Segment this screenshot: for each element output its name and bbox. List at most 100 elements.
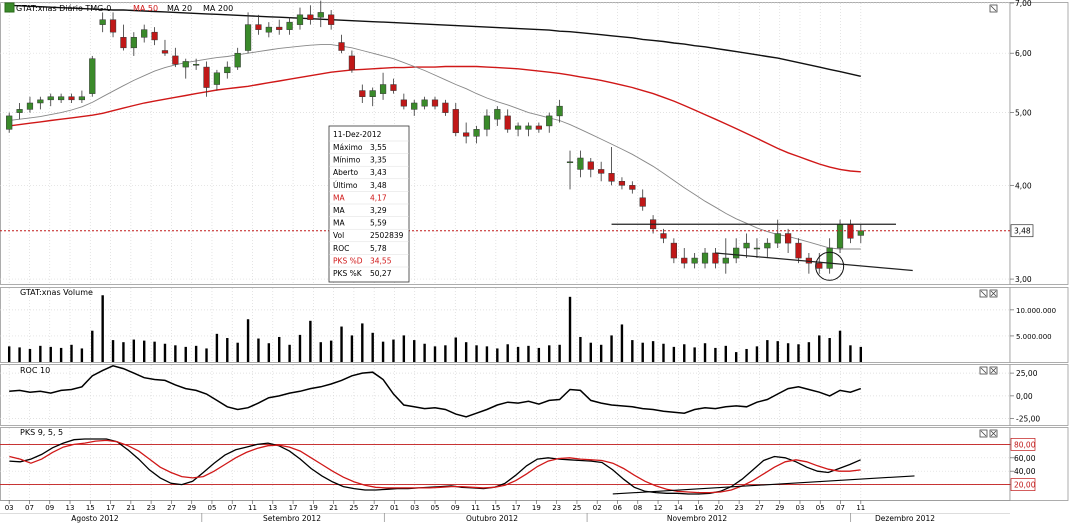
candle-body-up — [483, 115, 491, 130]
candle-body-up — [421, 99, 428, 107]
roc-panel — [9, 365, 862, 418]
candle — [193, 58, 200, 70]
candle-body-down — [203, 66, 210, 88]
candle — [265, 22, 272, 38]
candle-body-up — [514, 125, 522, 130]
candle — [795, 238, 802, 264]
x-tick-label: 29 — [187, 504, 196, 512]
pks-trendline[interactable] — [612, 475, 915, 495]
candle-body-down — [629, 185, 636, 190]
volume-bar — [7, 346, 11, 362]
x-tick-label: 27 — [755, 504, 764, 512]
volume-bar — [174, 345, 177, 362]
candle-body-down — [390, 84, 397, 91]
volume-bar — [724, 345, 727, 362]
candle-body-up — [141, 29, 148, 38]
x-tick-label: 13 — [66, 504, 75, 512]
volume-bar — [444, 345, 447, 362]
ma50-label[interactable]: MA 50 — [133, 4, 158, 13]
candle — [577, 150, 584, 178]
candle-body-up — [89, 58, 96, 94]
x-tick-label: 17 — [512, 504, 521, 512]
last-price-tag — [1010, 224, 1034, 238]
candle — [670, 238, 677, 264]
candle-body-down — [670, 242, 677, 259]
candle-body-up — [130, 37, 137, 49]
ma50-line — [9, 65, 861, 173]
x-tick-label: 13 — [268, 504, 277, 512]
volume-bar — [423, 343, 426, 362]
candle-body-up — [296, 14, 304, 25]
restore-icon[interactable] — [989, 4, 998, 13]
pks-d-line — [9, 439, 861, 494]
candle-body-up — [265, 26, 272, 33]
volume-bar — [236, 342, 239, 362]
candle — [224, 61, 231, 79]
candle-body-down — [172, 55, 179, 65]
annotation-circle[interactable] — [815, 251, 845, 281]
tooltip-row-label: Aberto — [333, 168, 359, 177]
candle-body-up — [764, 242, 771, 249]
candle-body-down — [255, 24, 262, 30]
price-tick-label: 3,00 — [1015, 275, 1032, 284]
tooltip-row-label: PKS %D — [333, 256, 363, 265]
candle-body-down — [681, 257, 688, 264]
support-line[interactable] — [715, 252, 913, 272]
candle — [431, 96, 439, 110]
symbol-label[interactable]: GTAT:xnas Diário TMG-0 — [16, 4, 111, 13]
candle — [348, 50, 356, 73]
x-tick-label: 11 — [471, 504, 480, 512]
volume-bar — [766, 340, 769, 362]
volume-bar — [579, 336, 582, 362]
candle-body-down — [608, 173, 615, 182]
candle-body-down — [161, 50, 169, 54]
candle-body-down — [338, 42, 345, 51]
month-label: Setembro 2012 — [263, 514, 321, 523]
candle-body-up — [286, 21, 293, 30]
candle — [681, 248, 688, 269]
candle — [172, 47, 179, 68]
ma200-label[interactable]: MA 200 — [203, 4, 233, 13]
volume-bar — [194, 345, 198, 362]
x-tick-label: 07 — [25, 504, 34, 512]
candle — [743, 233, 750, 259]
candle-body-down — [431, 99, 439, 107]
month-label: Outubro 2012 — [466, 514, 518, 523]
roc-title[interactable]: ROC 10 — [20, 366, 50, 375]
close-icon[interactable] — [989, 289, 998, 298]
candle-body-up — [182, 61, 189, 68]
volume-bar — [662, 343, 665, 362]
restore-icon[interactable] — [979, 366, 988, 375]
candle-body-down — [348, 55, 356, 71]
ma20-line — [9, 44, 861, 250]
volume-bar — [18, 347, 21, 362]
ma20-label[interactable]: MA 20 — [167, 4, 192, 13]
candle-body-up — [743, 242, 750, 249]
candle-body-down — [712, 252, 719, 264]
pks-band-tag — [1010, 478, 1036, 491]
price-tick-label: 7,00 — [1015, 0, 1032, 8]
candle-body-down — [847, 223, 854, 239]
volume-bar — [70, 344, 73, 362]
restore-icon[interactable] — [979, 289, 988, 298]
grid-layer — [0, 2, 1069, 501]
close-icon[interactable] — [989, 366, 998, 375]
tooltip-row-label: Vol — [333, 231, 344, 240]
candle — [359, 84, 366, 103]
restore-icon[interactable] — [979, 429, 988, 438]
candle — [328, 10, 335, 30]
close-icon[interactable] — [989, 429, 998, 438]
candle — [99, 12, 106, 33]
volume-bar — [537, 347, 541, 362]
volume-bar — [226, 338, 229, 362]
candle — [629, 181, 636, 194]
volume-bar — [28, 348, 32, 362]
candle-body-up — [99, 19, 106, 25]
candle-body-up — [234, 52, 241, 68]
symbol-icon[interactable] — [4, 2, 15, 13]
volume-bar — [454, 337, 457, 362]
pks-title[interactable]: PKS 9, 5, 5 — [20, 428, 63, 437]
volume-bar — [496, 348, 499, 362]
x-tick-label: 19 — [532, 504, 541, 512]
